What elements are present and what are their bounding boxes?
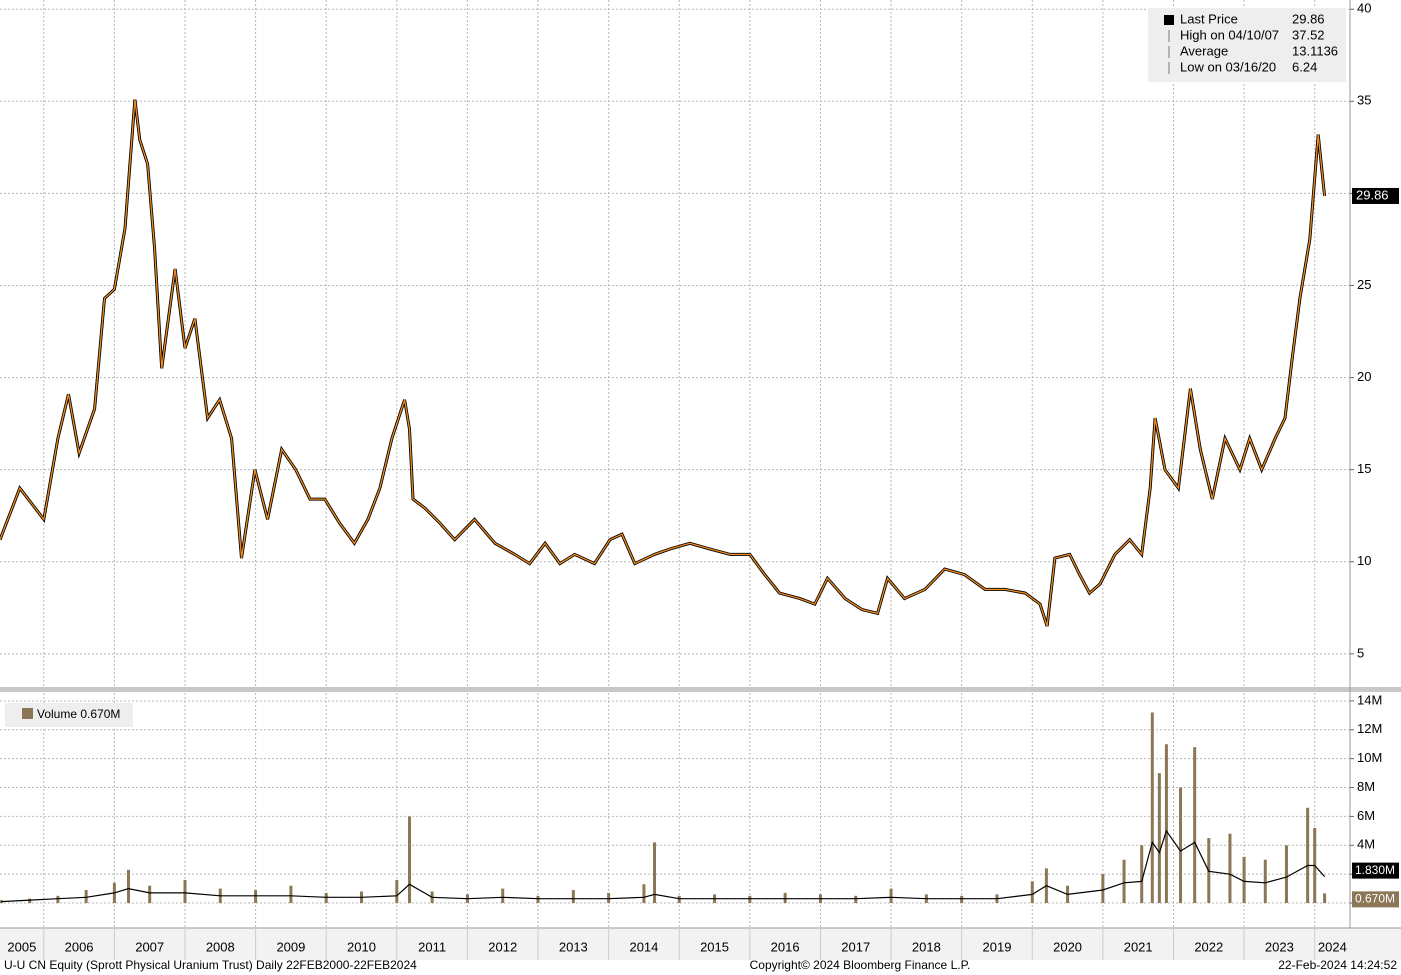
volume-bar bbox=[1122, 859, 1126, 904]
x-tick-label: 2016 bbox=[771, 939, 800, 954]
legend-label: Last Price bbox=[1180, 11, 1238, 26]
last-price-box bbox=[1352, 187, 1399, 204]
y-tick-label: 40 bbox=[1357, 1, 1371, 16]
y-tick-label: 25 bbox=[1357, 277, 1371, 292]
x-tick-label: 2018 bbox=[912, 939, 941, 954]
x-tick-label: 2010 bbox=[347, 939, 376, 954]
y-tick-label: 8M bbox=[1357, 779, 1375, 794]
y-tick-label: 5 bbox=[1357, 645, 1364, 660]
volume-bar bbox=[289, 885, 293, 904]
y-tick-label: 4M bbox=[1357, 837, 1375, 852]
legend-value: 29.86 bbox=[1292, 11, 1325, 26]
volume-bar bbox=[127, 869, 131, 904]
volume-bar bbox=[1242, 856, 1246, 904]
volume-bar bbox=[854, 895, 858, 904]
y-tick-label: 10M bbox=[1357, 750, 1382, 765]
volume-bar bbox=[1157, 773, 1161, 904]
volume-bar bbox=[183, 879, 187, 904]
volume-bar bbox=[642, 884, 646, 904]
footer-right: 22-Feb-2024 14:24:52 bbox=[1278, 958, 1397, 972]
x-tick-label: 2013 bbox=[559, 939, 588, 954]
x-tick-label: 2007 bbox=[135, 939, 164, 954]
volume-bar bbox=[408, 816, 412, 904]
volume-bar bbox=[254, 890, 258, 904]
legend-value: 6.24 bbox=[1292, 59, 1317, 74]
volume-bar bbox=[960, 895, 964, 904]
plots bbox=[0, 0, 1350, 927]
x-tick-label: 2014 bbox=[629, 939, 658, 954]
x-axis-strip bbox=[0, 928, 1401, 960]
volume-bar bbox=[607, 892, 611, 904]
volume-bar bbox=[1306, 807, 1310, 904]
last-value-box bbox=[1352, 891, 1399, 908]
footer-left: U-U CN Equity (Sprott Physical Uranium T… bbox=[4, 958, 417, 972]
last-value-label: 1.830M bbox=[1355, 863, 1395, 877]
volume-bar bbox=[1284, 845, 1288, 904]
volume-bar bbox=[28, 898, 32, 904]
y-tick-label: 12M bbox=[1357, 721, 1382, 736]
legend-swatch bbox=[1164, 15, 1174, 25]
x-tick-label: 2012 bbox=[488, 939, 517, 954]
x-tick-label: 2017 bbox=[841, 939, 870, 954]
volume-bar bbox=[84, 890, 88, 904]
volume-bar bbox=[1164, 744, 1168, 904]
volume-bar bbox=[148, 885, 152, 904]
legend-value: 13.1136 bbox=[1292, 43, 1338, 58]
x-tick-label: 2021 bbox=[1124, 939, 1153, 954]
x-tick-label: 2008 bbox=[206, 939, 235, 954]
x-tick-label: 2015 bbox=[700, 939, 729, 954]
volume-bar bbox=[748, 895, 752, 904]
footer-center: Copyright© 2024 Bloomberg Finance L.P. bbox=[750, 958, 971, 972]
y-tick-label: 14M bbox=[1357, 692, 1382, 707]
volume-bar bbox=[783, 892, 787, 904]
volume-bar bbox=[1193, 747, 1197, 904]
volume-bar bbox=[1263, 859, 1267, 904]
x-tick-label: 2023 bbox=[1265, 939, 1294, 954]
volume-bar bbox=[1101, 874, 1105, 904]
volume-bar bbox=[56, 895, 60, 904]
volume-bar bbox=[653, 842, 657, 904]
x-tick-label: 2005 bbox=[7, 939, 36, 954]
volume-bar bbox=[1150, 712, 1154, 904]
legend-label: High on 04/10/07 bbox=[1180, 27, 1279, 42]
last-price-label: 29.86 bbox=[1356, 187, 1389, 202]
legend-swatch bbox=[22, 708, 33, 719]
x-tick-label: 2020 bbox=[1053, 939, 1082, 954]
last-value-label: 0.670M bbox=[1355, 892, 1395, 906]
volume-bar bbox=[1323, 893, 1327, 904]
x-tick-label: 2019 bbox=[983, 939, 1012, 954]
panel-divider bbox=[0, 687, 1401, 692]
volume-bar bbox=[536, 895, 540, 904]
price-line bbox=[0, 99, 1326, 627]
x-tick-label: 2022 bbox=[1194, 939, 1223, 954]
legend-label: Low on 03/16/20 bbox=[1180, 59, 1276, 74]
volume-bar bbox=[324, 892, 328, 904]
x-tick-label: 2011 bbox=[418, 939, 446, 954]
volume-average-line bbox=[1, 829, 1326, 903]
y-tick-label: 35 bbox=[1357, 93, 1371, 108]
y-tick-label: 15 bbox=[1357, 461, 1371, 476]
x-tick-label: 2009 bbox=[276, 939, 305, 954]
y-tick-label: 20 bbox=[1357, 369, 1371, 384]
volume-bar bbox=[1030, 881, 1034, 904]
volume-bar bbox=[571, 890, 575, 904]
legend-label: Volume 0.670M bbox=[37, 707, 120, 721]
volume-bar bbox=[1140, 845, 1144, 904]
volume-bar bbox=[1179, 787, 1183, 904]
volume-bar bbox=[677, 895, 681, 904]
volume-bar bbox=[889, 888, 893, 904]
y-tick-label: 6M bbox=[1357, 808, 1375, 823]
volume-bar bbox=[395, 879, 399, 904]
volume-bar bbox=[501, 888, 505, 904]
legend-value: 37.52 bbox=[1292, 27, 1325, 42]
x-tick-label: 2024 bbox=[1318, 939, 1347, 954]
legend-label: Average bbox=[1180, 43, 1228, 58]
last-value-box bbox=[1352, 862, 1399, 879]
volume-bar bbox=[1228, 833, 1232, 904]
y-tick-label: 10 bbox=[1357, 553, 1371, 568]
price-legend-box bbox=[1148, 8, 1346, 82]
x-tick-label: 2006 bbox=[65, 939, 94, 954]
